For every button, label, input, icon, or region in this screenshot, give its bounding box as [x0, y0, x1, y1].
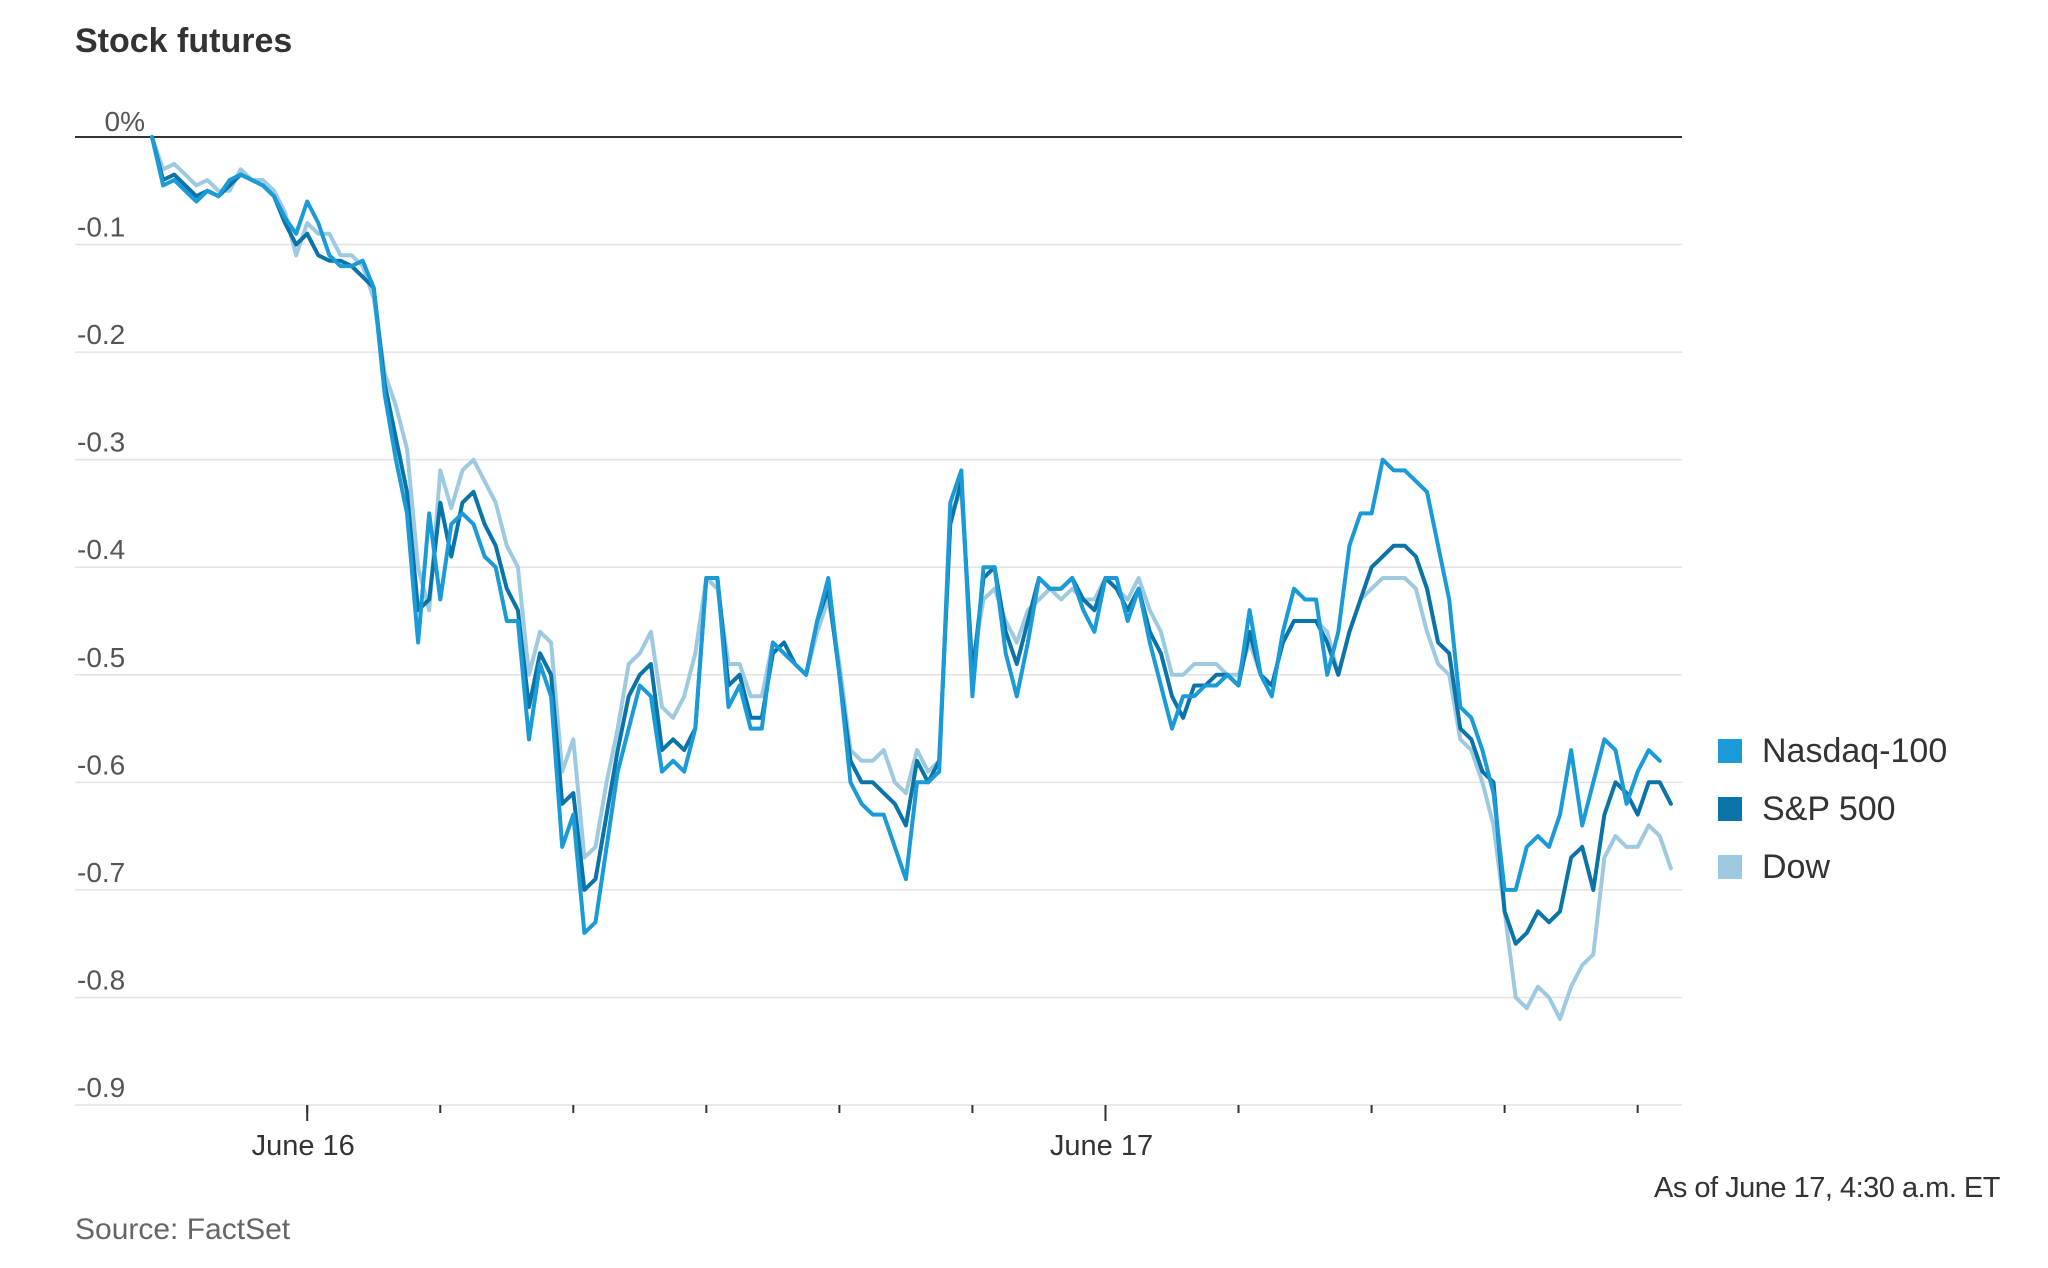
legend: Nasdaq-100 S&P 500 Dow: [1718, 722, 1947, 896]
y-tick-label-4: -0.4: [77, 534, 125, 565]
x-axis: June 16 June 17: [252, 1105, 1639, 1162]
series-lines: [150, 135, 1673, 1021]
y-tick-label-0: 0%: [105, 106, 145, 137]
series-line-s-p-500: [150, 135, 1673, 946]
x-tick-label-1: June 17: [1050, 1130, 1153, 1162]
y-tick-label-7: -0.7: [77, 857, 125, 888]
legend-label-sp500: S&P 500: [1762, 789, 1896, 828]
chart-title: Stock futures: [75, 22, 293, 60]
legend-label-nasdaq: Nasdaq-100: [1762, 731, 1948, 770]
legend-swatch-nasdaq: [1718, 739, 1742, 763]
legend-item-sp500: S&P 500: [1718, 780, 1947, 838]
legend-item-nasdaq: Nasdaq-100: [1718, 722, 1947, 780]
y-grid: [75, 136, 1682, 1106]
y-axis-labels: 0% -0.1 -0.2 -0.3 -0.4 -0.5 -0.6 -0.7 -0.8 -0.9: [77, 106, 145, 1103]
series-line-nasdaq-100: [150, 135, 1662, 935]
y-tick-label-5: -0.5: [77, 642, 125, 673]
y-tick-label-1: -0.1: [77, 212, 125, 243]
y-tick-label-6: -0.6: [77, 749, 125, 780]
series-line-dow: [150, 135, 1673, 1021]
legend-item-dow: Dow: [1718, 838, 1947, 896]
y-tick-label-3: -0.3: [77, 427, 125, 458]
legend-swatch-sp500: [1718, 797, 1742, 821]
y-tick-label-8: -0.8: [77, 964, 125, 995]
x-tick-label-0: June 16: [252, 1130, 355, 1162]
y-tick-label-9: -0.9: [77, 1072, 125, 1103]
y-tick-label-2: -0.2: [77, 319, 125, 350]
legend-label-dow: Dow: [1762, 847, 1831, 886]
timestamp-note: As of June 17, 4:30 a.m. ET: [1654, 1172, 2000, 1204]
source-note: Source: FactSet: [75, 1213, 291, 1246]
legend-swatch-dow: [1718, 855, 1742, 879]
